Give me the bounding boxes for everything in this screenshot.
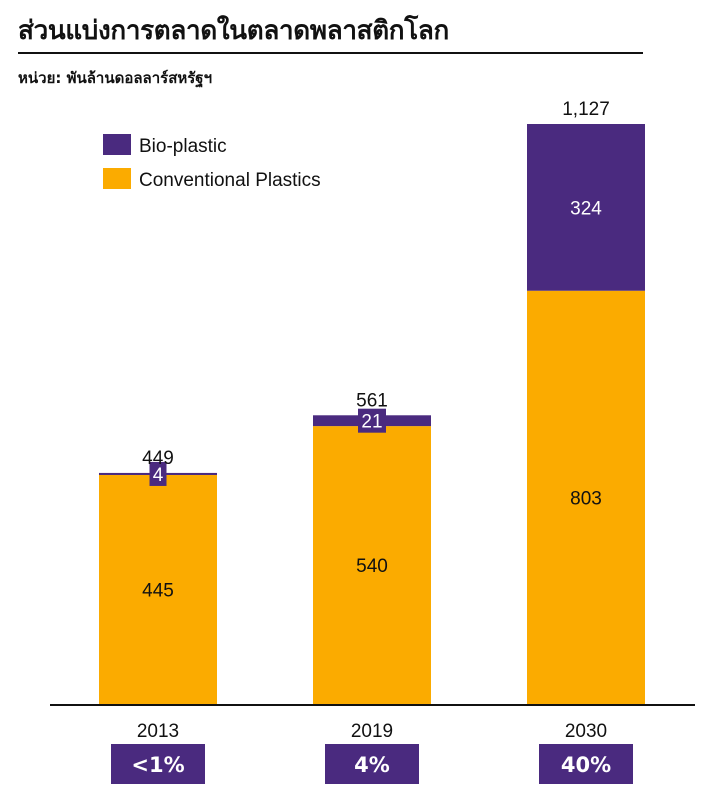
title-rule [18, 52, 643, 54]
legend-label-bio: Bio-plastic [139, 136, 227, 157]
total-value-label: 561 [356, 390, 388, 411]
bio-value-badge [149, 461, 167, 486]
total-value-label: 1,127 [562, 99, 610, 120]
legend-swatch-bio [103, 134, 131, 155]
bar-conventional-2030 [527, 290, 645, 704]
total-value-label: 449 [142, 448, 174, 469]
bio-value-label: 324 [570, 198, 602, 219]
share-label: 40% [561, 753, 611, 777]
legend-label-conventional: Conventional Plastics [139, 170, 321, 191]
bio-value-badge [358, 408, 386, 433]
conventional-value-label: 803 [570, 488, 602, 509]
chart-title: ส่วนแบ่งการตลาดในตลาดพลาสติกโลก [18, 16, 449, 46]
bio-value-label: 21 [361, 412, 382, 433]
share-label: <1% [131, 753, 184, 777]
share-label: 4% [354, 753, 390, 777]
unit-subtitle: หน่วย: พันล้านดอลลาร์สหรัฐฯ [18, 69, 212, 87]
share-badge [539, 744, 633, 784]
category-label: 2019 [351, 721, 393, 742]
category-label: 2030 [565, 721, 607, 742]
conventional-value-label: 540 [356, 556, 388, 577]
legend-swatch-conventional [103, 168, 131, 189]
share-badge [111, 744, 205, 784]
conventional-value-label: 445 [142, 580, 174, 601]
bar-bio-2030 [527, 124, 645, 291]
bar-conventional-2013 [99, 474, 217, 704]
category-label: 2013 [137, 721, 179, 742]
share-badge [325, 744, 419, 784]
bar-conventional-2019 [313, 426, 431, 704]
bio-value-label: 4 [153, 465, 164, 486]
